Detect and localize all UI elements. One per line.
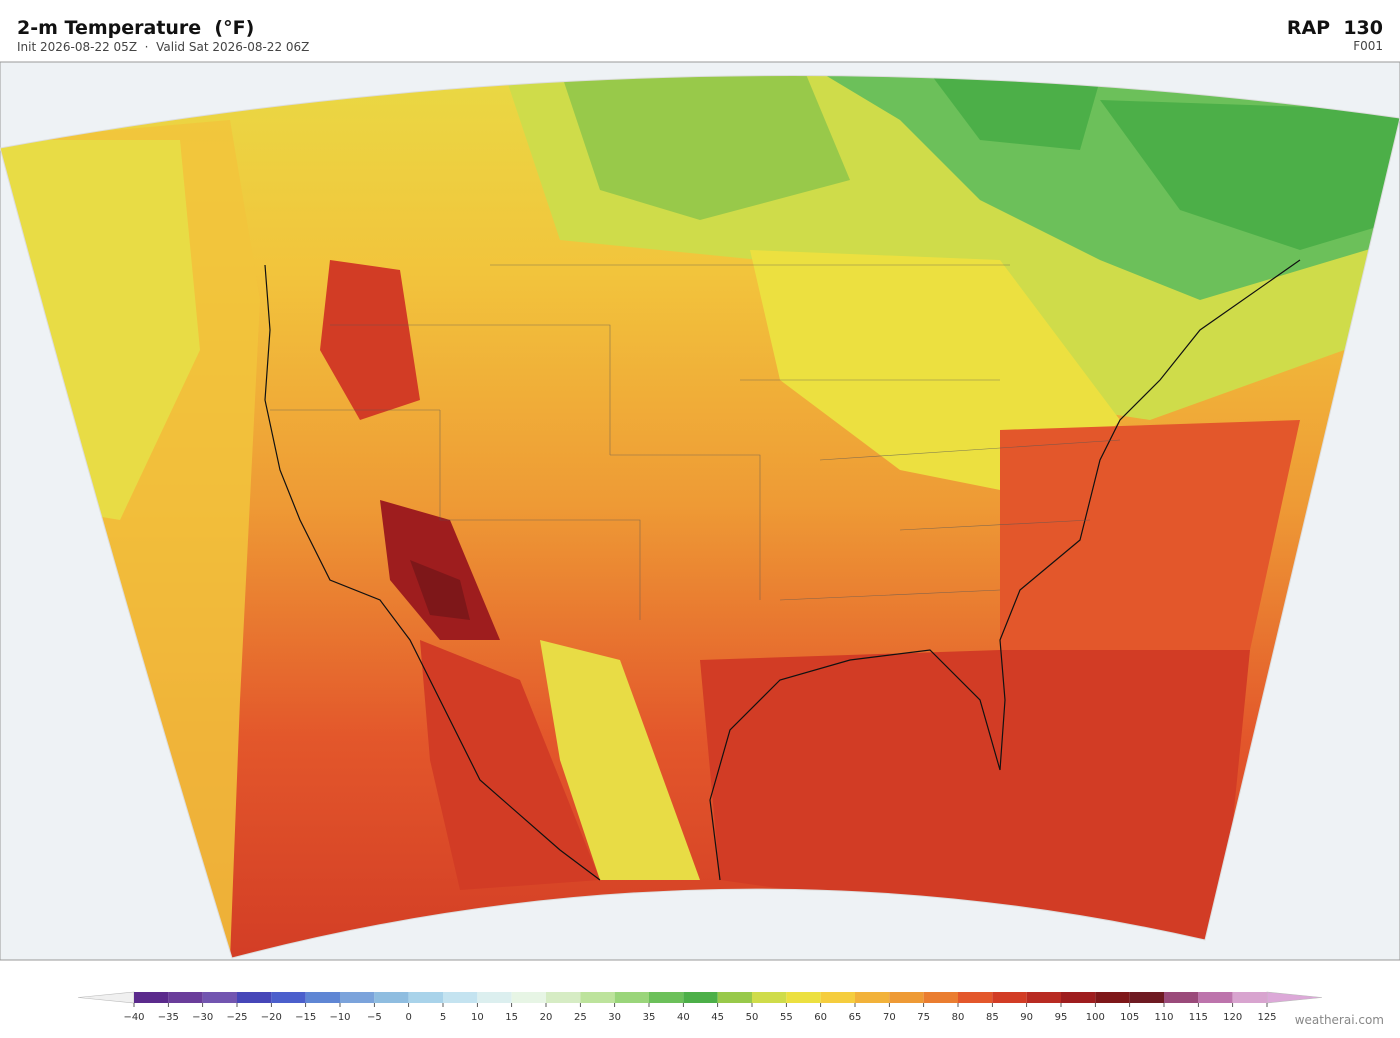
colorbar-tick-label: 45: [711, 1012, 724, 1023]
colorbar-swatch: [752, 992, 787, 1003]
colorbar-tick-label: 0: [405, 1012, 411, 1023]
colorbar-tick-label: 5: [440, 1012, 446, 1023]
temperature-field: [0, 75, 1400, 959]
colorbar-tick-label: −30: [192, 1012, 213, 1023]
subtitle: Init 2026-08-22 05Z · Valid Sat 2026-08-…: [17, 40, 309, 54]
colorbar-swatch: [855, 992, 890, 1003]
colorbar-swatch: [820, 992, 855, 1003]
credit: weatherai.com: [1295, 1013, 1384, 1027]
colorbar-tick-label: 75: [917, 1012, 930, 1023]
colorbar-tick-label: 95: [1055, 1012, 1068, 1023]
colorbar-tick-label: 120: [1223, 1012, 1242, 1023]
colorbar-tick-label: 100: [1086, 1012, 1105, 1023]
colorbar-tick-label: −20: [261, 1012, 282, 1023]
forecast-hour: F001: [1353, 39, 1383, 53]
colorbar-swatch: [1129, 992, 1164, 1003]
colorbar-swatch: [134, 992, 169, 1003]
colorbar-swatch: [408, 992, 443, 1003]
colorbar-tick-label: 80: [952, 1012, 965, 1023]
colorbar-tick-label: −25: [226, 1012, 247, 1023]
colorbar-under: [77, 991, 135, 1004]
colorbar-swatch: [1232, 992, 1267, 1003]
colorbar-tick-label: −35: [158, 1012, 179, 1023]
colorbar-tick-label: −40: [123, 1012, 144, 1023]
colorbar-tick-label: −5: [367, 1012, 382, 1023]
colorbar-over: [1266, 991, 1323, 1004]
colorbar-swatch: [992, 992, 1027, 1003]
colorbar-swatch: [1095, 992, 1130, 1003]
colorbar-swatch: [717, 992, 752, 1003]
colorbar-tick-label: −10: [329, 1012, 350, 1023]
colorbar-swatch: [614, 992, 649, 1003]
colorbar-tick-label: 90: [1020, 1012, 1033, 1023]
colorbar-tick-label: 110: [1154, 1012, 1173, 1023]
colorbar-swatch: [958, 992, 993, 1003]
colorbar-swatch: [1026, 992, 1061, 1003]
map: [0, 61, 1400, 961]
colorbar: −40 −35 −30 −25 −20 −15 −10 −5 0 5 10 15 20 25 30 35 40 4…: [77, 991, 1323, 1023]
colorbar-swatch: [546, 992, 581, 1003]
colorbar-tick-label: 10: [471, 1012, 484, 1023]
colorbar-swatch: [443, 992, 478, 1003]
colorbar-tick-label: 40: [677, 1012, 690, 1023]
colorbar-swatch: [477, 992, 512, 1003]
colorbar-swatch: [786, 992, 821, 1003]
colorbar-tick-label: 65: [849, 1012, 862, 1023]
coastline: [264, 259, 1301, 881]
colorbar-tick-label: 115: [1189, 1012, 1208, 1023]
colorbar-swatch: [511, 992, 546, 1003]
colorbar-swatch: [649, 992, 684, 1003]
colorbar-swatch: [1061, 992, 1096, 1003]
colorbar-tick-label: 30: [608, 1012, 621, 1023]
colorbar-swatch: [889, 992, 924, 1003]
colorbar-tick-label: 60: [814, 1012, 827, 1023]
colorbar-tick-label: 125: [1257, 1012, 1276, 1023]
colorbar-tick-label: 20: [540, 1012, 553, 1023]
colorbar-swatch: [580, 992, 615, 1003]
title: 2-m Temperature (°F): [17, 17, 254, 39]
colorbar-swatch: [237, 992, 272, 1003]
colorbar-tick-label: 105: [1120, 1012, 1139, 1023]
state-borders: [270, 264, 1121, 620]
model-name: RAP 130: [1287, 17, 1383, 39]
colorbar-swatch: [305, 992, 340, 1003]
colorbar-swatch: [1198, 992, 1233, 1003]
colorbar-swatch: [168, 992, 203, 1003]
colorbar-swatch: [202, 992, 237, 1003]
colorbar-swatch: [340, 992, 375, 1003]
colorbar-tick-label: 50: [746, 1012, 759, 1023]
colorbar-tick-label: 70: [883, 1012, 896, 1023]
colorbar-swatch: [683, 992, 718, 1003]
colorbar-swatch: [923, 992, 958, 1003]
colorbar-tick-label: −15: [295, 1012, 316, 1023]
colorbar-tick-label: 25: [574, 1012, 587, 1023]
colorbar-swatch: [374, 992, 409, 1003]
colorbar-tick-label: 15: [505, 1012, 518, 1023]
colorbar-swatch: [1164, 992, 1199, 1003]
colorbar-swatch: [271, 992, 306, 1003]
colorbar-tick-label: 85: [986, 1012, 999, 1023]
colorbar-tick-label: 35: [643, 1012, 656, 1023]
colorbar-tick-label: 55: [780, 1012, 793, 1023]
